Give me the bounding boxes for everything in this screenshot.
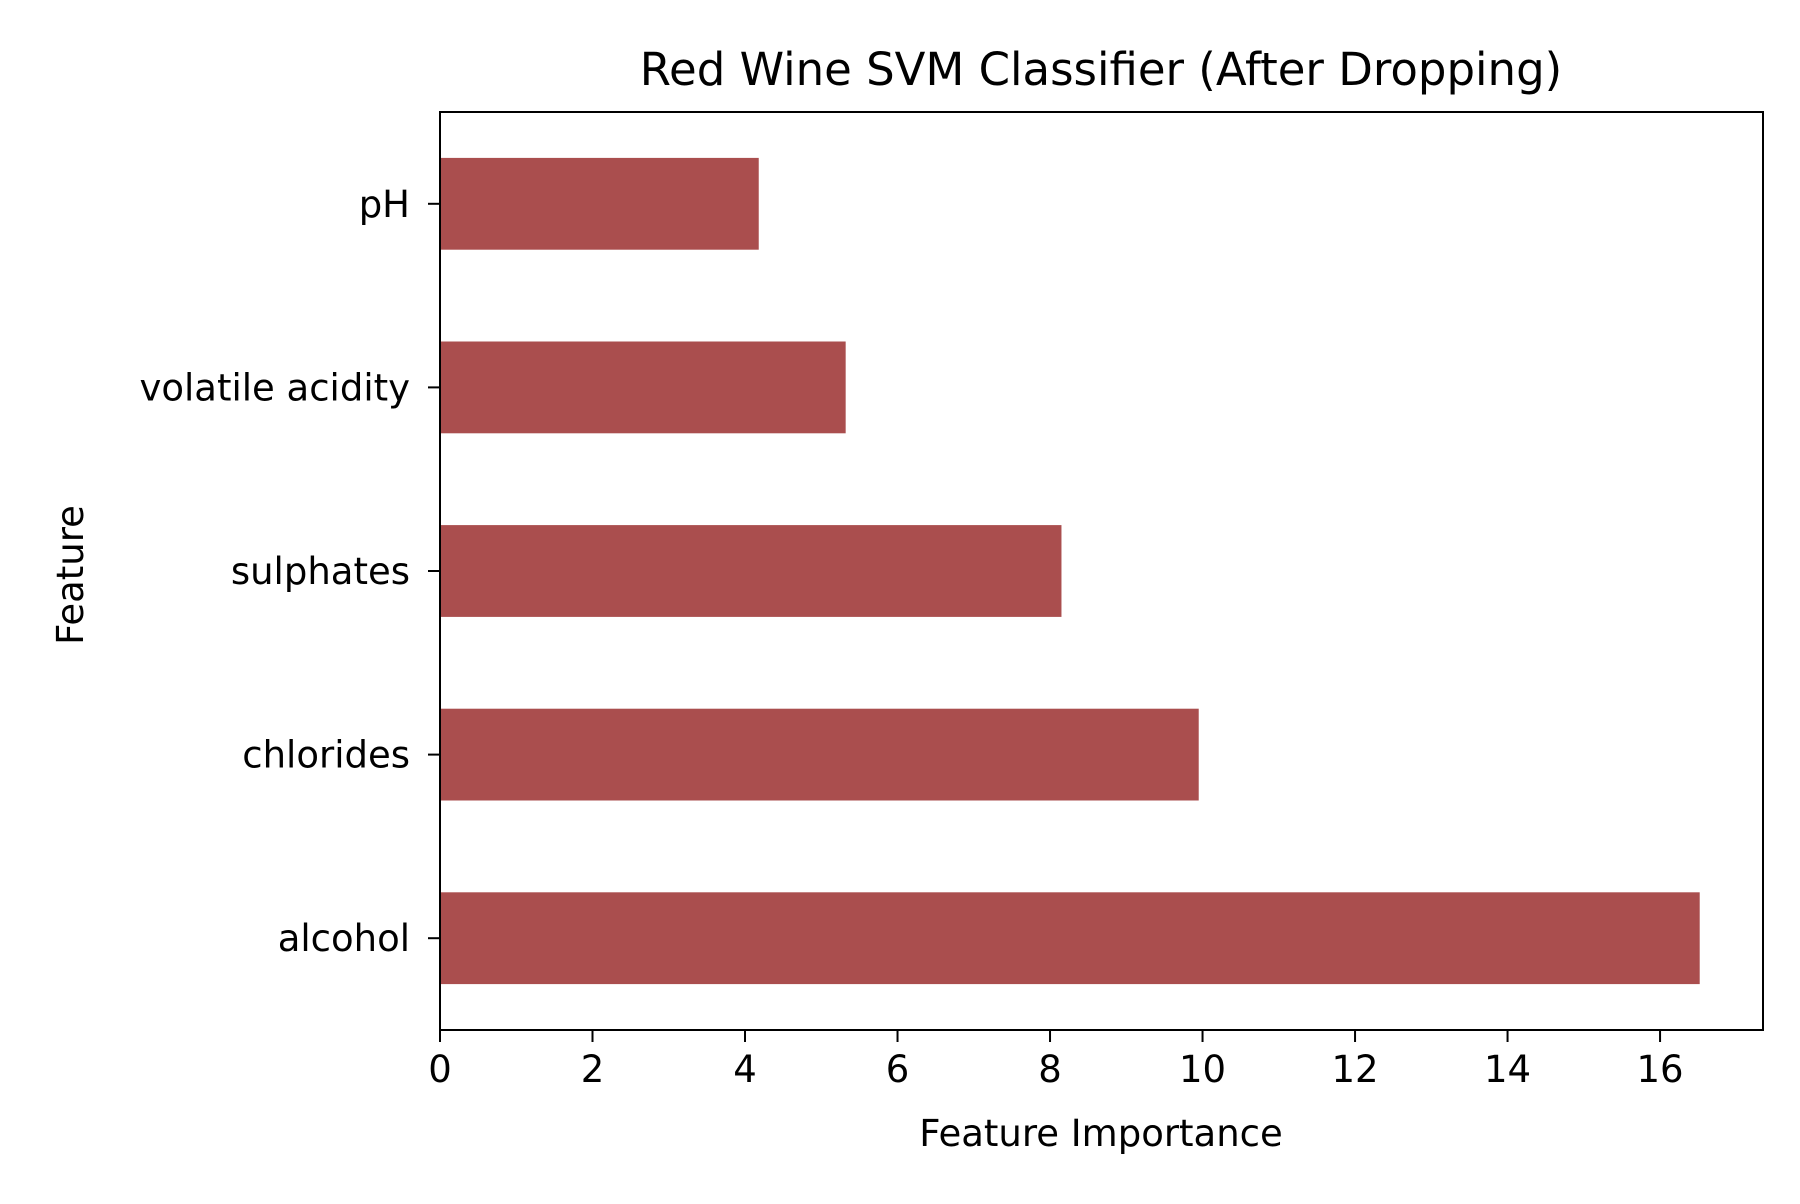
bars-layer — [440, 157, 1700, 985]
x-tick-label: 10 — [1179, 1048, 1226, 1091]
x-tick-label: 4 — [733, 1048, 757, 1091]
y-tick-label: pH — [359, 183, 410, 226]
x-tick-label: 6 — [886, 1048, 910, 1091]
plot-frame — [439, 111, 1764, 1031]
y-tick-label: volatile acidity — [139, 366, 410, 409]
x-tick-label: 14 — [1484, 1048, 1531, 1091]
bar-chlorides — [440, 708, 1199, 801]
y-tick-label: chlorides — [242, 734, 410, 777]
y-tick-label: alcohol — [278, 917, 410, 960]
x-axis-title: Feature Importance — [919, 1112, 1283, 1155]
x-tick-label: 2 — [581, 1048, 605, 1091]
y-tick-label: sulphates — [231, 550, 410, 593]
bar-ph — [440, 157, 759, 250]
bar-volatile-acidity — [440, 341, 846, 434]
x-tick-label: 12 — [1331, 1048, 1378, 1091]
x-tick-label: 16 — [1637, 1048, 1684, 1091]
ticks-layer: alcohol chlorides sulphates volatile acidit… — [139, 183, 1683, 1091]
x-tick-label: 8 — [1038, 1048, 1062, 1091]
bar-sulphates — [440, 525, 1062, 617]
bar-alcohol — [440, 892, 1700, 985]
chart-title: Red Wine SVM Classifier (After Dropping) — [640, 43, 1562, 96]
x-tick-label: 0 — [428, 1048, 452, 1091]
y-axis-title: Feature — [49, 505, 92, 645]
